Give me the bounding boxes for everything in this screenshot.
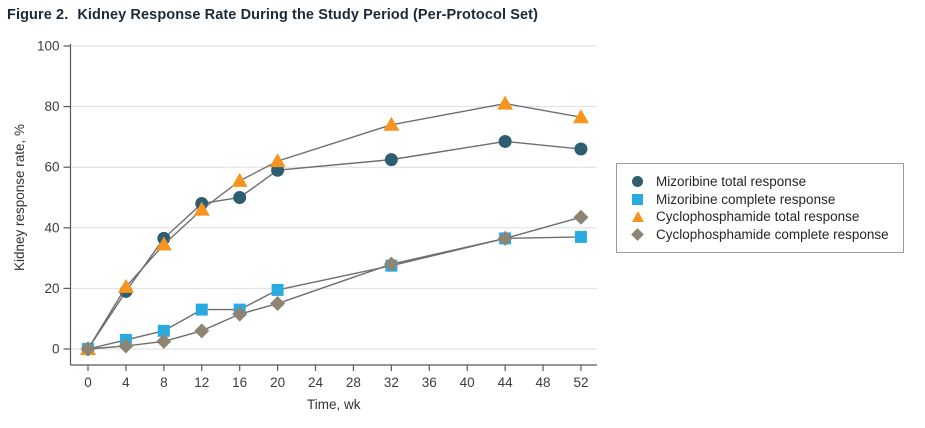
data-point-triangle [155,236,172,251]
diamond-marker-shape [631,227,644,241]
data-point-circle [574,142,588,156]
triangle-marker-icon [630,211,645,223]
y-axis-title: Kidney response rate, % [12,124,27,271]
data-point-circle [384,153,398,167]
circle-marker-icon [630,176,645,188]
figure-title: Figure 2. Kidney Response Rate During the… [7,7,538,23]
y-tick-label: 60 [44,160,59,175]
x-tick-label: 36 [422,375,437,390]
x-tick-label: 28 [346,375,361,390]
data-point-diamond [573,209,589,225]
y-tick-label: 80 [44,99,59,114]
y-tick-label: 0 [52,342,60,357]
legend-item: Cyclophosphamide total response [630,208,903,226]
x-tick-label: 12 [194,375,209,390]
x-tick-label: 20 [270,375,285,390]
data-point-triangle [497,95,514,110]
x-tick-label: 0 [84,375,92,390]
data-point-diamond [156,333,172,349]
data-point-square [195,303,208,316]
legend-label: Cyclophosphamide complete response [656,226,889,242]
data-point-square [157,324,170,337]
chart-legend: Mizoribine total response Mizoribine comp… [616,163,904,253]
data-point-diamond [383,256,399,272]
y-tick-label: 40 [44,220,59,235]
figure-number-label: Figure 2. [7,7,69,23]
data-point-square [271,283,284,296]
y-tick-label: 100 [37,39,60,54]
x-tick-label: 44 [498,375,514,390]
x-tick-label: 16 [232,375,247,390]
legend-item: Mizoribine total response [630,173,903,191]
legend-item: Cyclophosphamide complete response [630,226,903,244]
x-tick-label: 48 [536,375,551,390]
data-point-diamond [194,323,210,339]
triangle-marker-shape [631,211,644,223]
data-point-diamond [232,306,248,322]
data-point-diamond [497,230,513,246]
y-tick-label: 20 [44,281,59,296]
circle-marker-shape [632,176,643,188]
figure-title-text: Kidney Response Rate During the Study Pe… [77,7,539,23]
data-point-triangle [572,109,589,124]
data-point-circle [498,134,512,148]
data-point-diamond [270,296,286,312]
square-marker-shape [632,193,643,205]
data-point-square [574,230,587,243]
data-point-triangle [383,116,400,131]
x-tick-label: 24 [308,375,324,390]
square-marker-icon [630,193,645,205]
x-axis-title: Time, wk [307,397,361,412]
data-point-triangle [193,201,210,216]
x-tick-label: 4 [122,375,130,390]
data-point-triangle [117,278,134,293]
legend-label: Mizoribine complete response [656,191,836,207]
data-point-circle [233,191,247,204]
data-point-diamond [80,341,96,357]
legend-label: Cyclophosphamide total response [656,209,860,225]
legend-label: Mizoribine total response [656,174,807,190]
data-point-triangle [269,153,286,168]
legend-item: Mizoribine complete response [630,191,903,209]
data-point-diamond [118,338,134,354]
x-tick-label: 8 [160,375,168,390]
x-tick-label: 32 [384,375,399,390]
diamond-marker-icon [630,227,645,241]
data-point-triangle [231,172,248,187]
x-tick-label: 40 [460,375,475,390]
x-tick-label: 52 [573,375,588,390]
